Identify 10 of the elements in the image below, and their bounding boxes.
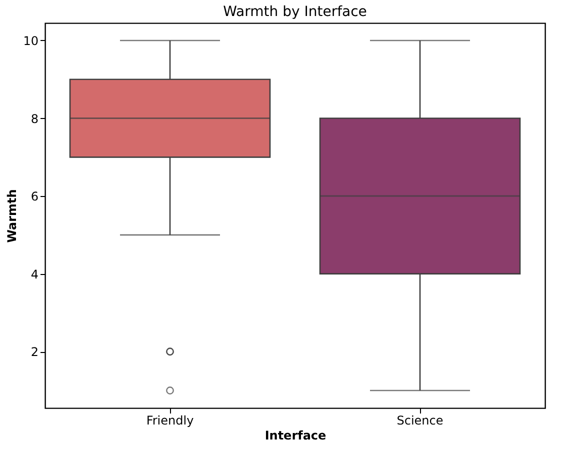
y-tick-label: 6 xyxy=(30,190,38,204)
chart-title: Warmth by Interface xyxy=(223,4,367,20)
y-tick-label: 2 xyxy=(30,345,38,360)
y-tick-label: 10 xyxy=(23,34,38,48)
y-axis-title: Warmth xyxy=(5,189,20,243)
x-tick-label: Friendly xyxy=(146,414,194,428)
y-tick-label: 4 xyxy=(30,267,38,282)
y-tick-label: 8 xyxy=(30,112,38,126)
x-tick-label: Science xyxy=(396,414,444,428)
x-axis-title: Interface xyxy=(264,428,326,442)
